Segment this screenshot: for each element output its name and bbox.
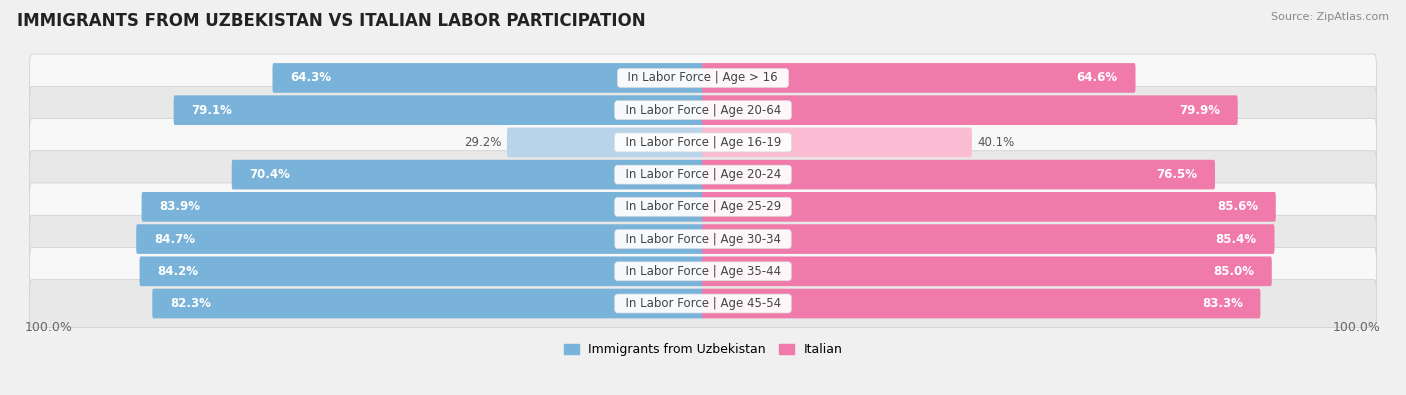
- Text: In Labor Force | Age 20-24: In Labor Force | Age 20-24: [617, 168, 789, 181]
- FancyBboxPatch shape: [702, 95, 1237, 125]
- Text: In Labor Force | Age 30-34: In Labor Force | Age 30-34: [617, 233, 789, 246]
- Text: 70.4%: 70.4%: [249, 168, 290, 181]
- Text: 100.0%: 100.0%: [25, 321, 73, 334]
- FancyBboxPatch shape: [173, 95, 704, 125]
- Text: Source: ZipAtlas.com: Source: ZipAtlas.com: [1271, 12, 1389, 22]
- FancyBboxPatch shape: [30, 280, 1376, 327]
- Legend: Immigrants from Uzbekistan, Italian: Immigrants from Uzbekistan, Italian: [558, 338, 848, 361]
- Text: In Labor Force | Age 25-29: In Labor Force | Age 25-29: [617, 200, 789, 213]
- Text: In Labor Force | Age 45-54: In Labor Force | Age 45-54: [617, 297, 789, 310]
- FancyBboxPatch shape: [508, 128, 704, 157]
- FancyBboxPatch shape: [232, 160, 704, 190]
- Text: 85.4%: 85.4%: [1216, 233, 1257, 246]
- Text: 79.1%: 79.1%: [191, 103, 232, 117]
- FancyBboxPatch shape: [30, 247, 1376, 295]
- Text: 84.7%: 84.7%: [153, 233, 195, 246]
- FancyBboxPatch shape: [702, 160, 1215, 190]
- Text: In Labor Force | Age 35-44: In Labor Force | Age 35-44: [617, 265, 789, 278]
- Text: In Labor Force | Age 16-19: In Labor Force | Age 16-19: [617, 136, 789, 149]
- Text: 64.6%: 64.6%: [1077, 71, 1118, 85]
- Text: 85.6%: 85.6%: [1218, 200, 1258, 213]
- Text: 84.2%: 84.2%: [157, 265, 198, 278]
- FancyBboxPatch shape: [702, 192, 1275, 222]
- Text: 85.0%: 85.0%: [1213, 265, 1254, 278]
- Text: 29.2%: 29.2%: [464, 136, 502, 149]
- FancyBboxPatch shape: [273, 63, 704, 93]
- Text: 79.9%: 79.9%: [1180, 103, 1220, 117]
- FancyBboxPatch shape: [152, 289, 704, 318]
- FancyBboxPatch shape: [30, 151, 1376, 198]
- Text: 76.5%: 76.5%: [1156, 168, 1198, 181]
- FancyBboxPatch shape: [142, 192, 704, 222]
- Text: 40.1%: 40.1%: [977, 136, 1015, 149]
- FancyBboxPatch shape: [702, 224, 1274, 254]
- FancyBboxPatch shape: [30, 54, 1376, 102]
- Text: 83.9%: 83.9%: [159, 200, 200, 213]
- FancyBboxPatch shape: [702, 256, 1272, 286]
- Text: 83.3%: 83.3%: [1202, 297, 1243, 310]
- FancyBboxPatch shape: [30, 183, 1376, 231]
- Text: In Labor Force | Age 20-64: In Labor Force | Age 20-64: [617, 103, 789, 117]
- FancyBboxPatch shape: [702, 128, 972, 157]
- Text: 82.3%: 82.3%: [170, 297, 211, 310]
- Text: 100.0%: 100.0%: [1333, 321, 1381, 334]
- Text: 64.3%: 64.3%: [290, 71, 332, 85]
- FancyBboxPatch shape: [30, 118, 1376, 166]
- FancyBboxPatch shape: [30, 87, 1376, 134]
- FancyBboxPatch shape: [136, 224, 704, 254]
- FancyBboxPatch shape: [702, 289, 1260, 318]
- FancyBboxPatch shape: [139, 256, 704, 286]
- Text: IMMIGRANTS FROM UZBEKISTAN VS ITALIAN LABOR PARTICIPATION: IMMIGRANTS FROM UZBEKISTAN VS ITALIAN LA…: [17, 12, 645, 30]
- FancyBboxPatch shape: [30, 215, 1376, 263]
- FancyBboxPatch shape: [702, 63, 1136, 93]
- Text: In Labor Force | Age > 16: In Labor Force | Age > 16: [620, 71, 786, 85]
